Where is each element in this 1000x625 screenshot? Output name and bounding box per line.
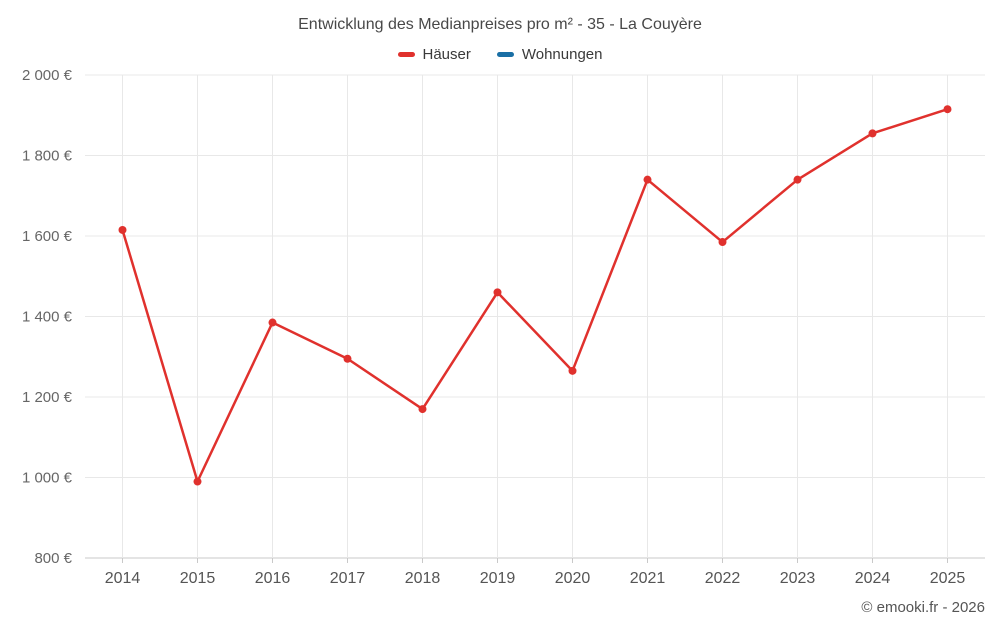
copyright-text: © emooki.fr - 2026	[861, 599, 985, 616]
y-tick-label: 1 200 €	[22, 389, 73, 406]
x-tick-label: 2022	[705, 570, 741, 587]
x-tick-label: 2021	[630, 570, 666, 587]
y-tick-label: 2 000 €	[22, 67, 73, 84]
data-point	[268, 318, 277, 327]
x-tick-label: 2018	[405, 570, 441, 587]
data-point	[343, 354, 352, 363]
data-point	[943, 105, 952, 114]
haeuser-swatch-icon	[397, 52, 415, 57]
data-point	[643, 175, 652, 184]
data-point	[793, 175, 802, 184]
y-tick-label: 1 600 €	[22, 228, 73, 245]
data-point	[718, 238, 727, 247]
y-tick-label: 1 400 €	[22, 309, 73, 326]
x-tick-label: 2023	[780, 570, 816, 587]
legend-label-haeuser: Häuser	[422, 46, 471, 63]
x-tick-label: 2015	[180, 570, 216, 587]
chart-title: Entwicklung des Medianpreises pro m² - 3…	[298, 16, 702, 33]
chart-legend: Häuser Wohnungen	[0, 46, 1000, 63]
legend-label-wohnungen: Wohnungen	[521, 46, 603, 63]
x-tick-label: 2016	[255, 570, 291, 587]
x-tick-label: 2024	[855, 570, 891, 587]
x-tick-label: 2025	[930, 570, 966, 587]
data-point	[868, 129, 877, 138]
data-point	[493, 288, 502, 297]
x-tick-label: 2019	[480, 570, 516, 587]
wohnungen-swatch-icon	[496, 52, 514, 57]
x-tick-label: 2014	[105, 570, 141, 587]
legend-item-wohnungen[interactable]: Wohnungen	[496, 46, 603, 63]
y-tick-label: 800 €	[34, 550, 72, 567]
data-point	[418, 405, 427, 414]
x-tick-label: 2017	[330, 570, 366, 587]
x-tick-label: 2020	[555, 570, 591, 587]
data-point	[118, 225, 127, 234]
data-point	[568, 366, 577, 375]
y-tick-label: 1 000 €	[22, 470, 73, 487]
series-line-häuser	[121, 107, 949, 483]
data-point	[193, 477, 202, 486]
legend-item-haeuser[interactable]: Häuser	[397, 46, 471, 63]
y-tick-label: 1 800 €	[22, 148, 73, 165]
